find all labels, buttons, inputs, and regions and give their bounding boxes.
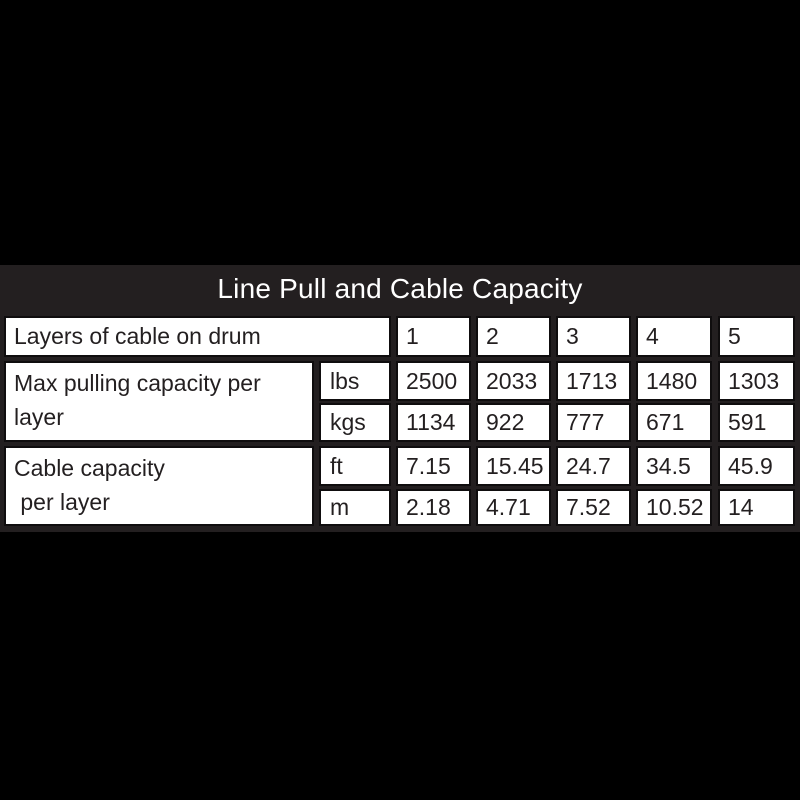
max-pull-kgs-value: 777 bbox=[556, 403, 631, 442]
layer-count-cell: 1 bbox=[396, 316, 471, 357]
layer-count-cell: 4 bbox=[636, 316, 712, 357]
table-title: Line Pull and Cable Capacity bbox=[217, 273, 583, 304]
cable-capacity-m-value: 7.52 bbox=[556, 489, 631, 526]
layer-count-cell: 3 bbox=[556, 316, 631, 357]
max-pull-kgs-value: 1134 bbox=[396, 403, 471, 442]
max-pull-kgs-value: 591 bbox=[718, 403, 795, 442]
cable-capacity-m-value: 10.52 bbox=[636, 489, 712, 526]
max-pull-kgs-value: 671 bbox=[636, 403, 712, 442]
cable-capacity-label-line1: Cable capacity bbox=[14, 455, 165, 481]
max-pull-lbs-value: 2500 bbox=[396, 361, 471, 401]
max-pull-label-line2: layer bbox=[14, 404, 64, 430]
cable-capacity-label-cell: Cable capacity per layer bbox=[4, 446, 314, 526]
max-pull-label-cell: Max pulling capacity per layer bbox=[4, 361, 314, 442]
cable-capacity-ft-value: 45.9 bbox=[718, 446, 795, 486]
layer-count-cell: 2 bbox=[476, 316, 551, 357]
unit-m-cell: m bbox=[319, 489, 391, 526]
max-pull-label-line1: Max pulling capacity per bbox=[14, 370, 261, 396]
unit-ft-cell: ft bbox=[319, 446, 391, 486]
unit-lbs-cell: lbs bbox=[319, 361, 391, 401]
max-pull-lbs-value: 1713 bbox=[556, 361, 631, 401]
cable-capacity-m-value: 2.18 bbox=[396, 489, 471, 526]
unit-kgs-cell: kgs bbox=[319, 403, 391, 442]
layers-header-cell: Layers of cable on drum bbox=[4, 316, 391, 357]
cable-capacity-ft-value: 24.7 bbox=[556, 446, 631, 486]
cable-capacity-ft-value: 34.5 bbox=[636, 446, 712, 486]
cable-capacity-m-value: 4.71 bbox=[476, 489, 551, 526]
max-pull-lbs-value: 1303 bbox=[718, 361, 795, 401]
cable-capacity-label-line2: per layer bbox=[14, 489, 110, 515]
cable-capacity-ft-value: 15.45 bbox=[476, 446, 551, 486]
max-pull-lbs-value: 1480 bbox=[636, 361, 712, 401]
cable-capacity-ft-value: 7.15 bbox=[396, 446, 471, 486]
cable-capacity-m-value: 14 bbox=[718, 489, 795, 526]
max-pull-kgs-value: 922 bbox=[476, 403, 551, 442]
layer-count-cell: 5 bbox=[718, 316, 795, 357]
max-pull-lbs-value: 2033 bbox=[476, 361, 551, 401]
